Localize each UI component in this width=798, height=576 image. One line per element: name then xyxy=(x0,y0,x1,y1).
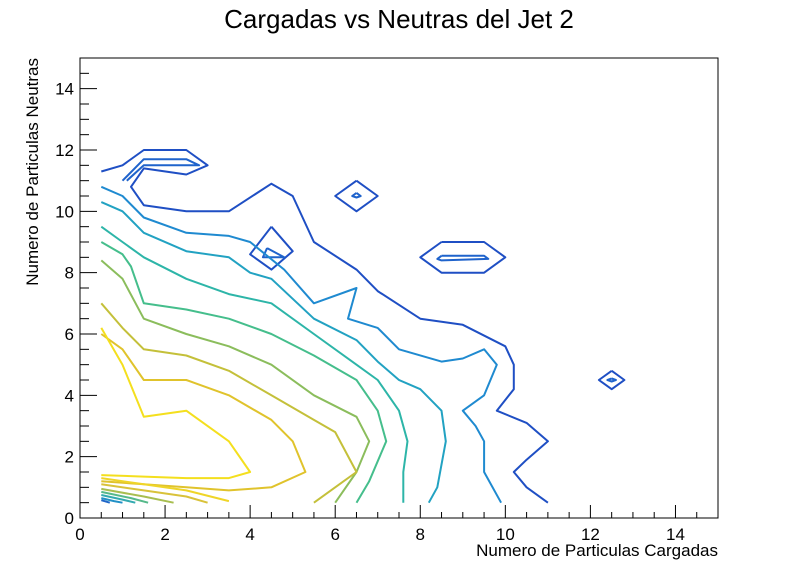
x-tick-label: 2 xyxy=(160,525,169,544)
contour-line-level-0-3 xyxy=(597,369,626,391)
contour-line-level-9-0 xyxy=(100,327,252,480)
contour-line-level-10-0 xyxy=(101,477,230,503)
y-tick-label: 14 xyxy=(55,80,74,99)
y-tick-label: 12 xyxy=(55,141,74,160)
y-tick-label: 2 xyxy=(65,448,74,467)
contour-line-level-1-0 xyxy=(121,158,201,182)
contour-line-level-8-0 xyxy=(100,333,307,492)
contour-line-level-1-2 xyxy=(436,254,490,262)
x-tick-label: 6 xyxy=(330,525,339,544)
contour-line-level-12-0 xyxy=(101,487,174,504)
contour-line-level-0-0 xyxy=(101,149,549,504)
y-axis-label: Numero de Particulas Neutras xyxy=(23,58,42,286)
contour-line-level-16-0 xyxy=(101,499,111,504)
contour-line-level-5-0 xyxy=(100,241,388,504)
y-tick-label: 4 xyxy=(65,386,74,405)
x-tick-label: 8 xyxy=(416,525,425,544)
contour-line-level-0-2 xyxy=(419,241,507,274)
x-tick-label: 0 xyxy=(75,525,84,544)
contour-line-level-4-0 xyxy=(100,225,409,503)
contour-line-level-11-0 xyxy=(101,483,208,504)
chart-title: Cargadas vs Neutras del Jet 2 xyxy=(224,4,574,34)
x-tick-label: 10 xyxy=(496,525,515,544)
contour-line-level-1-3 xyxy=(606,377,617,383)
x-tick-label: 4 xyxy=(245,525,254,544)
contour-line-level-0-4 xyxy=(249,226,294,271)
x-axis: 0 2 4 6 8 10 12 14 xyxy=(75,505,719,544)
x-tick-label: 12 xyxy=(581,525,600,544)
contour-line-level-1-4 xyxy=(261,247,286,259)
y-tick-label: 10 xyxy=(55,202,74,221)
x-tick-label: 14 xyxy=(666,525,685,544)
contour-line-level-14-0 xyxy=(101,494,136,504)
contour-line-level-1-1 xyxy=(351,192,362,199)
contour-line-level-15-0 xyxy=(101,497,123,504)
contour-line-level-7-0 xyxy=(100,302,358,504)
contour-line-level-3-0 xyxy=(100,201,447,504)
y-tick-label: 8 xyxy=(65,264,74,283)
contour-lines xyxy=(100,149,626,504)
y-axis: 0 2 4 6 8 10 12 14 xyxy=(55,57,97,528)
contour-line-level-0-1 xyxy=(334,179,379,213)
contour-line-level-6-0 xyxy=(100,259,371,504)
y-tick-label: 6 xyxy=(65,325,74,344)
contour-line-level-13-0 xyxy=(101,490,149,504)
contour-line-level-2-0 xyxy=(100,185,502,504)
y-tick-label: 0 xyxy=(65,509,74,528)
x-axis-label: Numero de Particulas Cargadas xyxy=(476,541,718,560)
